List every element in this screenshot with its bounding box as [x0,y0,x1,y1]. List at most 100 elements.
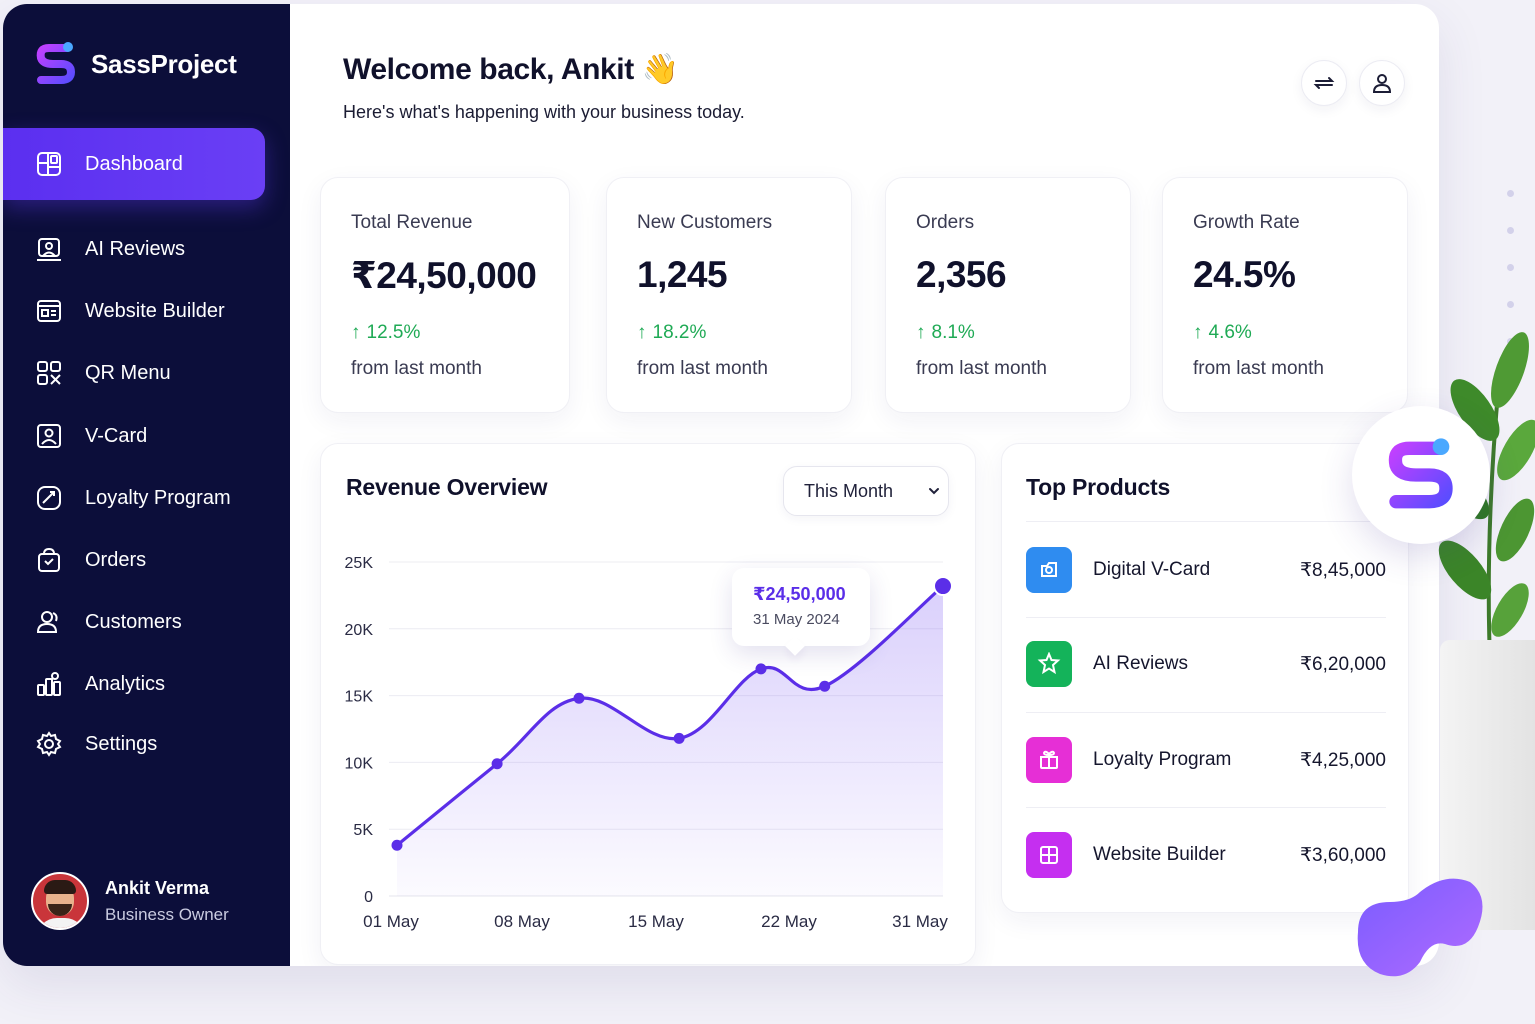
data-point [391,839,403,851]
stat-label: New Customers [637,212,773,233]
stat-label: Orders [916,212,975,233]
x-tick-label: 08 May [494,912,550,931]
x-tick-label: 01 May [363,912,419,931]
ai-reviews-icon [35,235,63,263]
list-item[interactable]: Digital V-Card ₹8,45,000 [1026,546,1386,594]
revenue-chart: 0 5K 10K 15K 20K 25K 01 May 08 May 15 May 22 May 3… [345,555,953,931]
tooltip-date: 31 May 2024 [753,611,840,628]
profile-role: Business Owner [105,904,229,924]
analytics-icon [35,670,63,698]
y-tick-label: 15K [345,689,374,706]
list-item[interactable]: Loyalty Program ₹4,25,000 [1026,736,1386,784]
sidebar-item-label: V-Card [85,424,148,447]
stat-change: ↑ 18.2% [637,322,707,343]
sidebar-item-settings[interactable]: Settings [3,708,265,780]
sidebar-item-analytics[interactable]: Analytics [3,648,265,720]
date-range-dropdown[interactable]: This Month [783,466,949,516]
sidebar-item-label: AI Reviews [85,237,186,260]
brand-logo[interactable]: SassProject [35,40,237,88]
sidebar-item-label: QR Menu [85,361,171,384]
stat-card-total-revenue: Total Revenue ₹24,50,000 ↑ 12.5% from las… [320,177,570,413]
sidebar-item-qr-menu[interactable]: QR Menu [3,337,265,409]
profile-name: Ankit Verma [105,877,210,898]
floating-brand-badge [1352,406,1490,544]
sidebar-item-dashboard[interactable]: Dashboard [3,128,265,200]
brand-name: SassProject [91,48,237,79]
data-point [673,732,685,744]
stat-value: ₹24,50,000 [351,255,537,296]
arrow-up-icon: ↑ [1193,322,1203,343]
data-point [491,758,503,770]
sidebar-item-orders[interactable]: Orders [3,524,265,596]
revenue-title: Revenue Overview [346,474,548,500]
dropdown-selected-value: This Month [804,480,894,501]
stat-card-orders: Orders 2,356 ↑ 8.1% from last month [885,177,1131,413]
sidebar-item-label: Settings [85,732,158,755]
stat-value: 2,356 [916,254,1007,295]
page-title: Welcome back, Ankit 👋 [343,53,679,86]
sidebar-item-label: Website Builder [85,299,225,322]
sidebar-item-customers[interactable]: Customers [3,586,265,658]
product-value: ₹8,45,000 [1299,559,1386,581]
tooltip-value: ₹24,50,000 [753,584,846,604]
user-profile[interactable]: Ankit Verma Business Owner [31,872,229,930]
x-tick-label: 15 May [628,912,684,931]
sidebar-item-loyalty[interactable]: Loyalty Program [3,462,265,534]
sidebar-item-label: Analytics [85,672,166,695]
sidebar-item-label: Customers [85,610,182,633]
list-item[interactable]: AI Reviews ₹6,20,000 [1026,640,1386,688]
stat-value: 24.5% [1193,254,1296,295]
star-badge-icon [1026,641,1072,687]
sidebar-item-vcard[interactable]: V-Card [3,400,265,472]
arrow-up-icon: ↑ [916,322,926,343]
avatar [31,872,89,930]
gift-icon [1026,737,1072,783]
user-account-button[interactable] [1359,60,1405,106]
product-value: ₹4,25,000 [1299,749,1386,771]
stat-note: from last month [916,358,1047,379]
sidebar-item-website-builder[interactable]: Website Builder [3,275,265,347]
y-tick-label: 0 [364,889,373,906]
divider [1026,617,1386,618]
swap-button[interactable] [1301,60,1347,106]
wave-emoji: 👋 [641,53,679,86]
stat-label: Growth Rate [1193,212,1300,233]
qr-menu-icon [35,359,63,387]
product-name: AI Reviews [1093,653,1189,674]
user-icon [1372,74,1392,93]
stat-card-growth-rate: Growth Rate 24.5% ↑ 4.6% from last month [1162,177,1408,413]
customers-icon [35,608,63,636]
swap-arrows-icon [1313,77,1335,89]
brand-s-icon [36,42,76,84]
list-item[interactable]: Website Builder ₹3,60,000 [1026,831,1386,879]
sidebar-item-label: Orders [85,548,147,571]
y-tick-label: 25K [345,555,374,572]
revenue-overview-card: Revenue Overview This Month 0 5K 10K 15K 20K… [320,443,976,965]
arrow-up-icon: ↑ [351,322,361,343]
divider [1026,712,1386,713]
sidebar-item-ai-reviews[interactable]: AI Reviews [3,213,265,285]
brand-s-icon [1388,438,1453,509]
top-products-card: Top Products Digital V-Card ₹8,45,000 AI… [1001,443,1409,913]
y-tick-label: 5K [353,822,373,839]
decorative-blob-icon [1357,878,1483,977]
y-tick-label: 10K [345,755,374,772]
settings-icon [35,730,63,758]
stat-card-new-customers: New Customers 1,245 ↑ 18.2% from last mon… [606,177,852,413]
stat-value: 1,245 [637,254,728,295]
page-subtitle: Here's what's happening with your busine… [343,102,745,122]
vcard-product-icon [1026,547,1072,593]
divider [1026,807,1386,808]
data-point [755,663,767,675]
top-products-title: Top Products [1026,474,1171,500]
app-window: SassProject Dashboard AI Reviews Website… [3,4,1439,966]
data-point [573,692,585,704]
stat-note: from last month [637,358,768,379]
product-name: Loyalty Program [1093,749,1232,770]
arrow-up-icon: ↑ [637,322,647,343]
stat-change: ↑ 4.6% [1193,322,1252,343]
vcard-icon [35,422,63,450]
product-value: ₹6,20,000 [1299,653,1386,675]
stat-change: ↑ 12.5% [351,322,421,343]
product-name: Website Builder [1093,844,1226,865]
